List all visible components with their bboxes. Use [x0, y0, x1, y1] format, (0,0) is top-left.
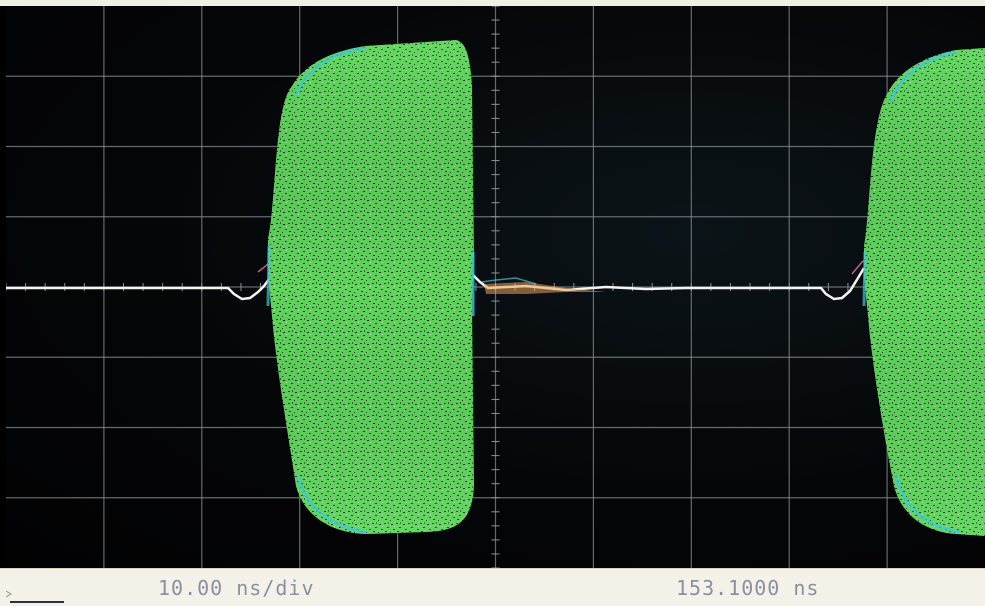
waveform-plot	[6, 6, 985, 568]
timebase-readout: 10.00 ns/div	[158, 576, 315, 600]
status-bar: 10.00 ns/div 153.1000 ns	[0, 568, 985, 606]
burst-1-envelope	[266, 40, 475, 534]
channel-ground-marker-icon	[6, 590, 64, 603]
horizontal-position-readout: 153.1000 ns	[676, 576, 820, 600]
burst-2-envelope	[862, 48, 985, 536]
waveform-screen	[6, 6, 985, 568]
